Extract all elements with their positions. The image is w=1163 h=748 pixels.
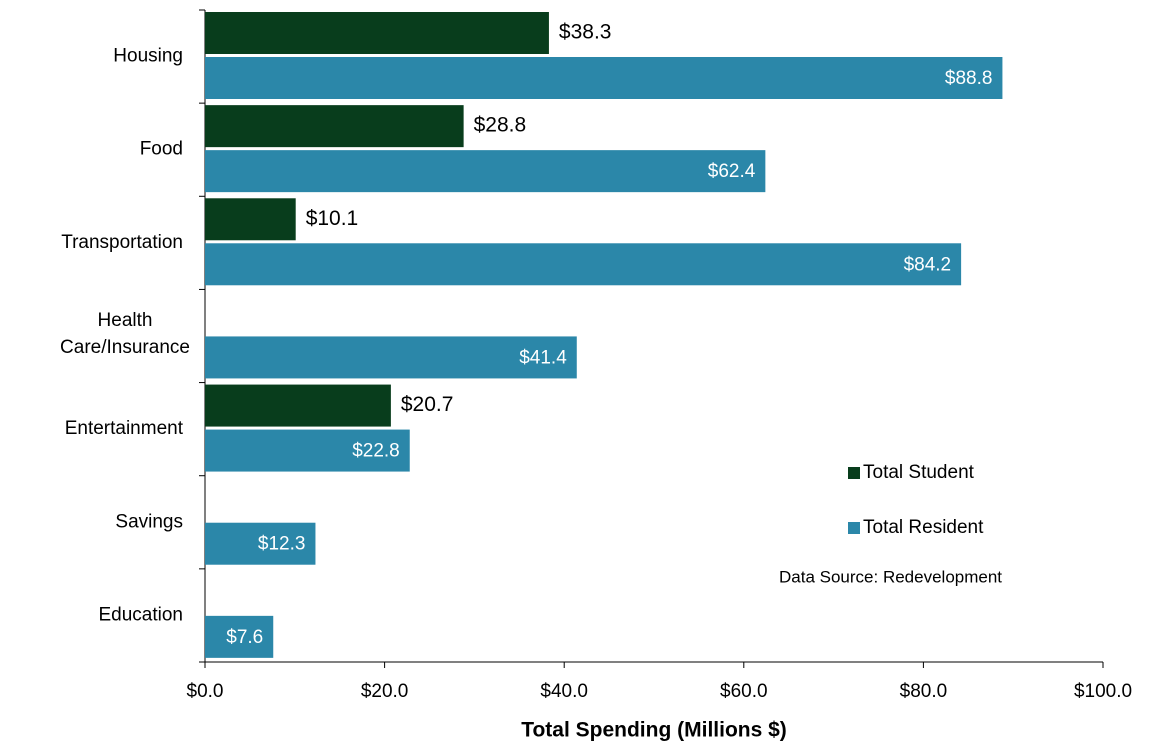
bar [205, 243, 962, 286]
annotation: Data Source: Redevelopment [779, 567, 1002, 586]
value-label: $62.4 [708, 161, 756, 182]
bar [205, 615, 274, 658]
value-label: $10.1 [306, 207, 359, 230]
legend-swatch [848, 522, 860, 534]
legend-swatch [848, 467, 860, 479]
value-label: $20.7 [401, 393, 454, 416]
bar [205, 522, 316, 565]
x-axis-title: Total Spending (Millions $) [521, 719, 787, 742]
value-label: $12.3 [258, 534, 306, 555]
category-label: Health Care/Insurance [60, 310, 190, 358]
bar [205, 57, 1003, 99]
x-tick-label: $60.0 [720, 681, 768, 702]
bar [205, 198, 296, 241]
category-label: Education [98, 604, 183, 625]
value-label: $7.6 [226, 627, 263, 648]
category-label: Transportation [61, 232, 183, 253]
x-tick-label: $0.0 [187, 681, 224, 702]
bar [205, 105, 464, 148]
value-label: $38.3 [559, 21, 612, 44]
value-label: $41.4 [519, 347, 567, 368]
bar [205, 150, 766, 193]
value-label: $28.8 [474, 114, 527, 137]
legend-label: Total Student [863, 462, 975, 483]
x-tick-label: $40.0 [540, 681, 588, 702]
bar [205, 384, 391, 427]
value-label: $88.8 [945, 68, 993, 89]
bar [205, 12, 549, 54]
x-tick-label: $80.0 [900, 681, 948, 702]
category-label: Housing [113, 46, 183, 67]
x-tick-label: $20.0 [361, 681, 409, 702]
category-label: Food [140, 139, 183, 160]
value-label: $84.2 [904, 254, 952, 275]
x-tick-label: $100.0 [1074, 681, 1132, 702]
bar [205, 429, 410, 472]
value-label: $22.8 [352, 441, 400, 462]
category-label: Entertainment [65, 418, 184, 439]
legend-label: Total Resident [863, 517, 984, 538]
category-label: Savings [115, 511, 183, 532]
bar [205, 336, 577, 379]
